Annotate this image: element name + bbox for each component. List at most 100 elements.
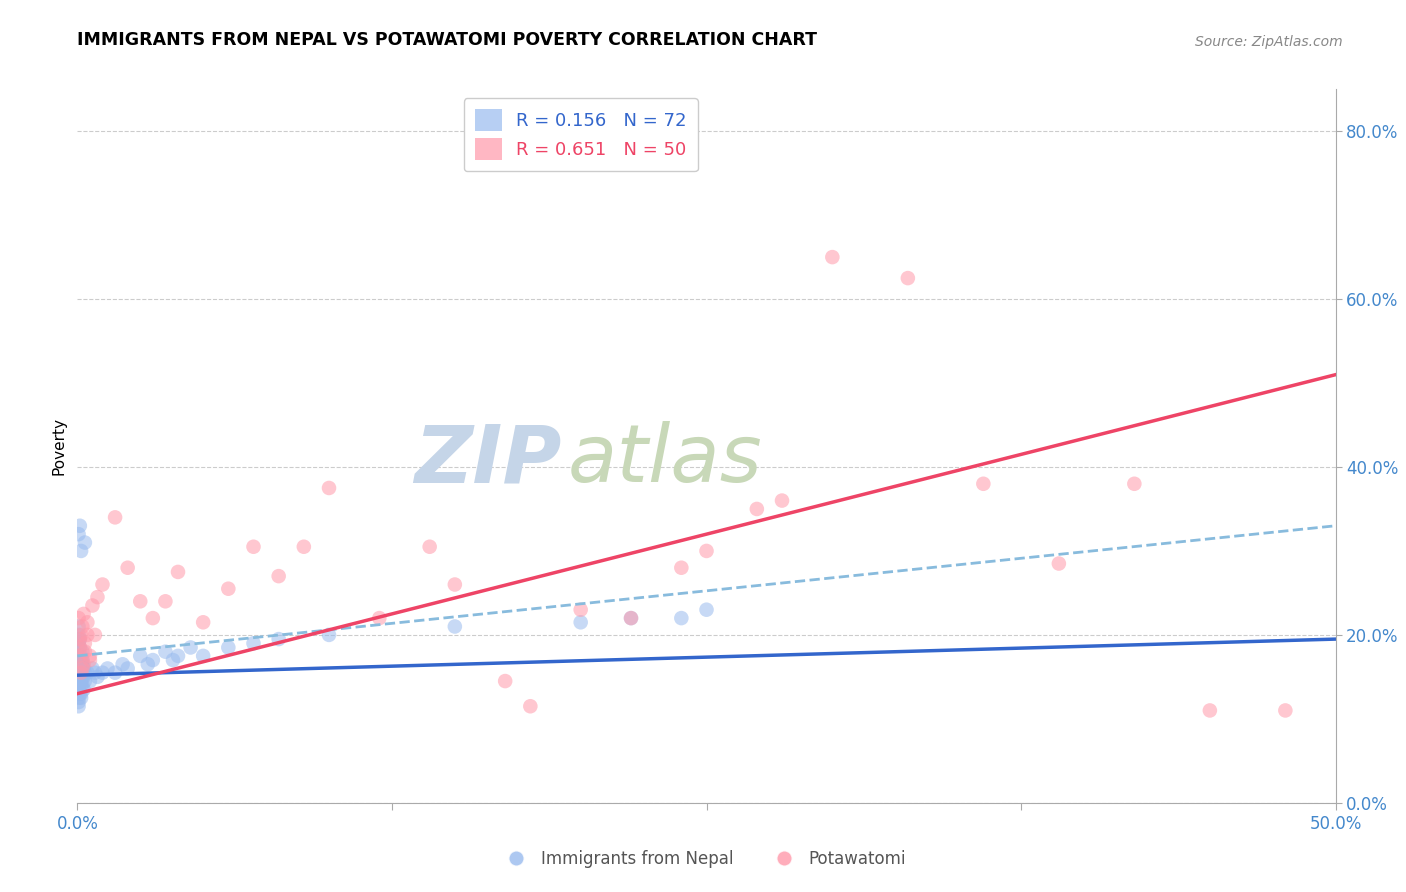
Point xyxy=(70,674,93,689)
Point xyxy=(73,645,96,659)
Point xyxy=(897,271,920,285)
Point xyxy=(142,653,165,667)
Point xyxy=(104,665,127,680)
Text: atlas: atlas xyxy=(568,421,763,500)
Point xyxy=(69,661,91,675)
Point xyxy=(70,678,93,692)
Point xyxy=(67,695,90,709)
Point xyxy=(72,657,94,672)
Point xyxy=(72,657,94,672)
Point xyxy=(267,569,290,583)
Point xyxy=(72,657,94,672)
Point xyxy=(142,611,165,625)
Point xyxy=(70,544,93,558)
Point xyxy=(155,594,177,608)
Point xyxy=(167,565,190,579)
Legend: R = 0.156   N = 72, R = 0.651   N = 50: R = 0.156 N = 72, R = 0.651 N = 50 xyxy=(464,98,697,171)
Point xyxy=(67,611,90,625)
Point xyxy=(69,687,91,701)
Point xyxy=(267,632,290,646)
Point xyxy=(67,619,90,633)
Point xyxy=(129,648,152,663)
Point xyxy=(69,640,91,655)
Point xyxy=(67,690,90,705)
Point xyxy=(72,619,94,633)
Point xyxy=(111,657,134,672)
Point xyxy=(671,560,693,574)
Point xyxy=(180,640,202,655)
Point xyxy=(67,527,90,541)
Point xyxy=(519,699,541,714)
Point xyxy=(1274,703,1296,717)
Point xyxy=(72,653,94,667)
Point xyxy=(671,611,693,625)
Y-axis label: Poverty: Poverty xyxy=(51,417,66,475)
Point xyxy=(73,535,96,549)
Point xyxy=(620,611,643,625)
Point xyxy=(69,661,91,675)
Point xyxy=(79,653,101,667)
Point xyxy=(76,628,98,642)
Point xyxy=(69,665,91,680)
Point xyxy=(217,640,239,655)
Text: IMMIGRANTS FROM NEPAL VS POTAWATOMI POVERTY CORRELATION CHART: IMMIGRANTS FROM NEPAL VS POTAWATOMI POVE… xyxy=(77,31,817,49)
Point xyxy=(67,653,90,667)
Point xyxy=(73,674,96,689)
Point xyxy=(242,540,264,554)
Point xyxy=(696,544,718,558)
Point xyxy=(70,670,93,684)
Point xyxy=(67,640,90,655)
Point xyxy=(72,678,94,692)
Point xyxy=(69,670,91,684)
Point xyxy=(69,674,91,689)
Point xyxy=(86,670,108,684)
Point xyxy=(1199,703,1222,717)
Point xyxy=(72,645,94,659)
Point xyxy=(318,481,340,495)
Point xyxy=(167,648,190,663)
Point xyxy=(70,687,93,701)
Point xyxy=(76,615,98,630)
Point xyxy=(96,661,118,675)
Point xyxy=(494,674,516,689)
Point xyxy=(86,590,108,604)
Point xyxy=(72,653,94,667)
Point xyxy=(104,510,127,524)
Point xyxy=(318,628,340,642)
Point xyxy=(69,665,91,680)
Point xyxy=(419,540,441,554)
Point xyxy=(242,636,264,650)
Point xyxy=(67,678,90,692)
Point xyxy=(444,619,467,633)
Point xyxy=(72,670,94,684)
Point xyxy=(70,690,93,705)
Point xyxy=(67,632,90,646)
Point xyxy=(69,661,91,675)
Point xyxy=(191,648,215,663)
Point xyxy=(217,582,239,596)
Point xyxy=(82,661,104,675)
Point xyxy=(117,661,139,675)
Point xyxy=(745,502,768,516)
Point xyxy=(162,653,184,667)
Point xyxy=(69,640,91,655)
Point xyxy=(292,540,315,554)
Point xyxy=(67,665,90,680)
Point xyxy=(73,665,96,680)
Point xyxy=(70,648,93,663)
Point xyxy=(79,674,101,689)
Point xyxy=(72,661,94,675)
Point xyxy=(569,603,592,617)
Point xyxy=(70,628,93,642)
Point xyxy=(67,636,90,650)
Point xyxy=(1047,557,1070,571)
Point xyxy=(70,657,93,672)
Point xyxy=(82,599,104,613)
Point xyxy=(67,699,90,714)
Point xyxy=(79,648,101,663)
Point xyxy=(72,670,94,684)
Point xyxy=(155,645,177,659)
Point xyxy=(368,611,391,625)
Point xyxy=(569,615,592,630)
Point xyxy=(136,657,159,672)
